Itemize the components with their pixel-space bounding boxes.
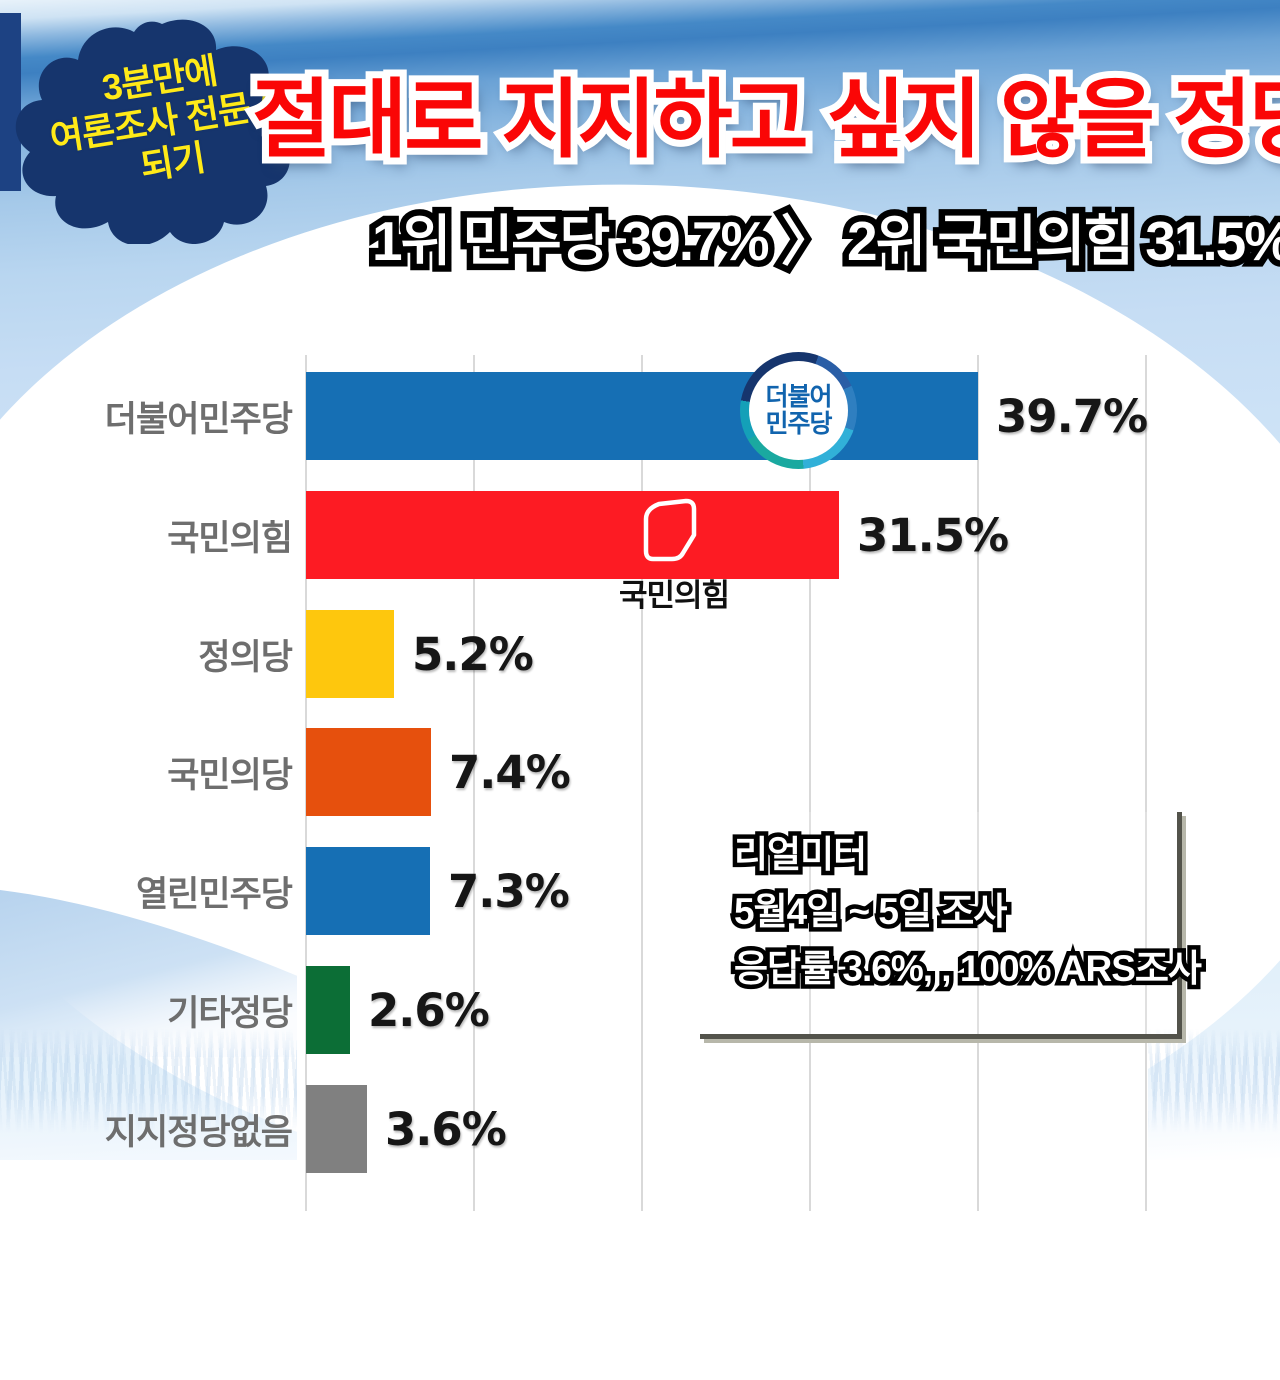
badge-blob: 3분만에 여론조사 전문가 되기 — [12, 16, 292, 246]
value-label: 7.4% — [449, 745, 571, 799]
bar-row: 정의당 5.2% — [0, 610, 1280, 698]
gridline — [977, 355, 979, 1211]
source-line-2: 5월4일 ~ 5일 조사 5월4일 ~ 5일 조사 — [730, 887, 1012, 937]
value-label: 5.2% — [412, 627, 534, 681]
bar — [306, 372, 978, 460]
bar-row: 지지정당없음 3.6% — [0, 1085, 1280, 1173]
left-edge-ribbon — [0, 13, 21, 191]
ppp-party-logo-icon — [637, 497, 707, 567]
source-line-3: 응답률 3.6%, , 100% ARS조사 응답률 3.6%, , 100% A… — [730, 944, 1207, 994]
gridline — [1145, 355, 1147, 1211]
bar — [306, 966, 350, 1054]
category-label: 열린민주당 — [135, 874, 293, 914]
category-label: 정의당 — [198, 637, 293, 677]
survey-source-box: 리얼미터 리얼미터 5월4일 ~ 5일 조사 5월4일 ~ 5일 조사 응답률 3.… — [700, 812, 1207, 1039]
bar — [306, 728, 431, 816]
source-line-1: 리얼미터 리얼미터 — [730, 830, 872, 880]
value-label: 3.6% — [385, 1102, 507, 1156]
category-label: 국민의힘 — [167, 518, 293, 558]
ranking-subtitle: 1위 민주당 39.7% 〉 2위 국민의힘 31.5% 1위 민주당 39.7… — [366, 204, 1280, 279]
category-label: 더불어민주당 — [104, 399, 293, 439]
gridline — [641, 355, 643, 1211]
gridline — [473, 355, 475, 1211]
ppp-logo-label: 국민의힘 — [618, 578, 730, 613]
bar-row: 기타정당 2.6% — [0, 966, 1280, 1054]
category-label: 국민의당 — [167, 755, 293, 795]
page-title: 절대로 지지하고 싶지 않을 정당 절대로 지지하고 싶지 않을 정당 — [245, 65, 1280, 175]
category-label: 지지정당없음 — [104, 1112, 293, 1152]
value-label: 7.3% — [448, 864, 570, 918]
bottom-left-swoosh — [0, 862, 302, 1057]
bar-row: 더불어민주당 39.7% — [0, 372, 1280, 460]
minjoo-party-logo-icon: 더불어 민주당 — [740, 352, 857, 469]
bar-row: 열린민주당 7.3% — [0, 847, 1280, 935]
value-label: 2.6% — [368, 983, 490, 1037]
bar — [306, 610, 394, 698]
bar-row: 국민의힘 31.5% — [0, 491, 1280, 579]
bar — [306, 847, 430, 935]
minjoo-logo-text: 더불어 민주당 — [749, 361, 848, 460]
category-label: 기타정당 — [167, 993, 293, 1033]
gridline — [809, 355, 811, 1211]
bar — [306, 1085, 367, 1173]
value-label: 39.7% — [996, 389, 1148, 443]
blob-shape-icon — [15, 19, 292, 246]
bar-row: 국민의당 7.4% — [0, 728, 1280, 816]
bar — [306, 491, 839, 579]
value-label: 31.5% — [857, 508, 1009, 562]
